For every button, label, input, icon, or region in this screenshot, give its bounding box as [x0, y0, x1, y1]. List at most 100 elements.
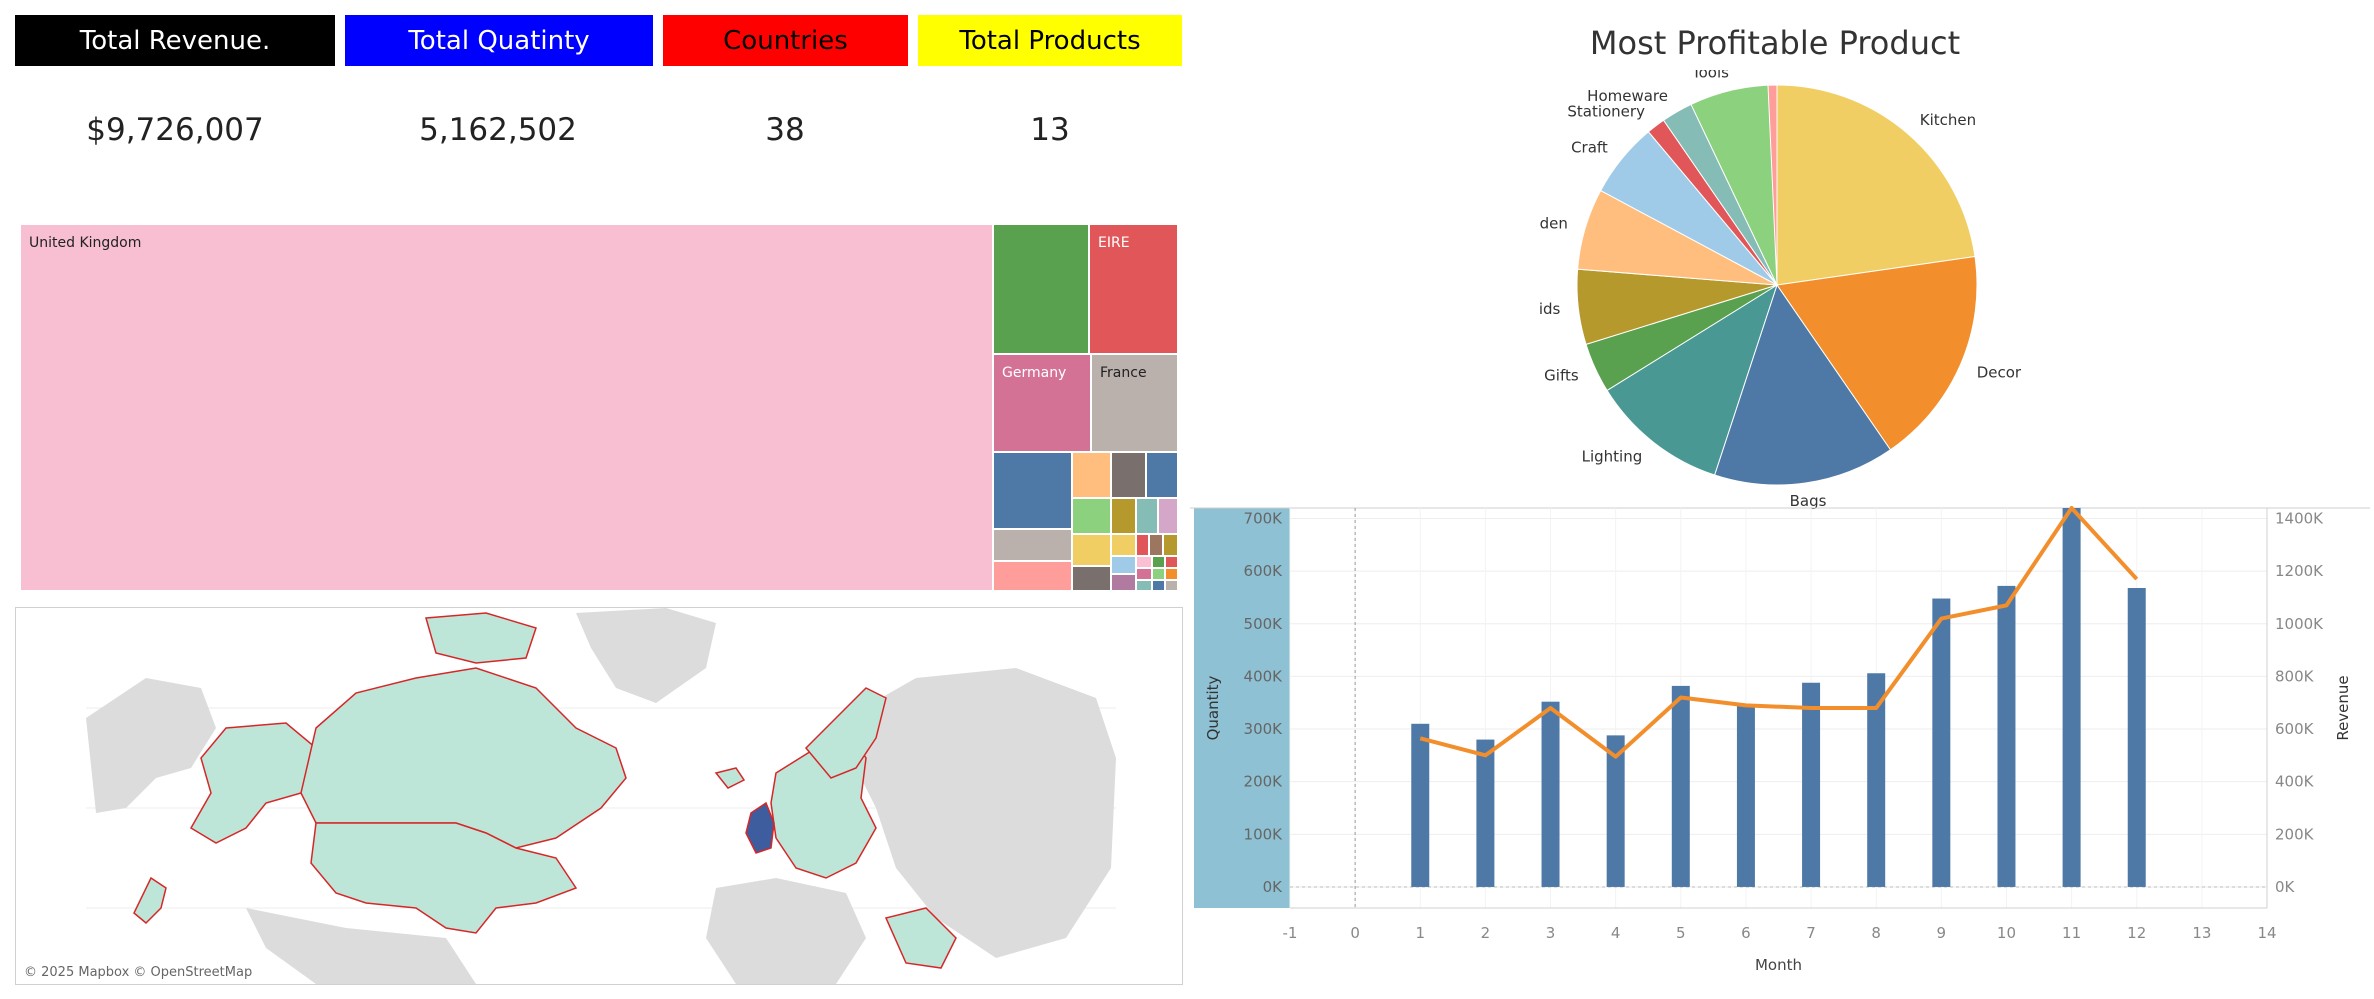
treemap-cell[interactable]: [1136, 568, 1152, 580]
treemap-cell-uk[interactable]: United Kingdom: [20, 224, 993, 591]
y2-tick-label: 0K: [2275, 878, 2296, 896]
pie-slice-lighting[interactable]: [1606, 283, 1778, 476]
x-tick-label: 12: [2127, 924, 2146, 942]
y-tick-label: 500K: [1244, 615, 1284, 633]
pie-slice-bags[interactable]: [1713, 283, 1892, 486]
y-tick-label: 0K: [1263, 878, 1284, 896]
kpi-card-revenue: Total Revenue.: [15, 15, 335, 66]
kpi-label-quantity: Total Quatinty: [408, 25, 590, 56]
pie-slice-kitchen[interactable]: [1776, 84, 1976, 286]
bar-month-10[interactable]: [1997, 585, 2016, 887]
x-tick-label: 6: [1741, 924, 1751, 942]
treemap-cell[interactable]: [993, 224, 1089, 354]
pie-label: Homeware: [1587, 87, 1668, 105]
map-country-canada-islands[interactable]: [425, 612, 537, 664]
monthly-combo-chart: 0K 100K 200K 300K 400K 500K 600K 700K 0K 200K 400K…: [1190, 506, 2370, 974]
bar-month-2[interactable]: [1476, 739, 1495, 887]
treemap-cell-france[interactable]: France: [1091, 354, 1178, 452]
bar-month-8[interactable]: [1867, 673, 1886, 887]
treemap-cell[interactable]: [1149, 534, 1163, 556]
pie-label: Tools: [1691, 70, 1729, 81]
treemap-cell[interactable]: [1111, 574, 1136, 591]
treemap-cell[interactable]: [1111, 556, 1136, 574]
treemap-cell[interactable]: [1072, 498, 1111, 534]
bar-month-1[interactable]: [1411, 723, 1430, 887]
sales-map[interactable]: © 2025 Mapbox © OpenStreetMap: [15, 607, 1183, 985]
map-country-scandinavia[interactable]: [804, 687, 887, 779]
treemap-label-germany: Germany: [1002, 365, 1067, 381]
x-tick-label: 13: [2192, 924, 2211, 942]
x-tick-label: 8: [1871, 924, 1881, 942]
x-tick-label: 10: [1997, 924, 2016, 942]
revenue-line[interactable]: [1419, 506, 2139, 759]
treemap-cell[interactable]: [1136, 534, 1149, 556]
treemap-cell-germany[interactable]: Germany: [993, 354, 1091, 452]
treemap-cell[interactable]: [1136, 556, 1152, 568]
map-land-west: [86, 678, 216, 813]
treemap-cell[interactable]: [1165, 580, 1178, 591]
treemap-cell[interactable]: [1158, 498, 1178, 534]
treemap-cell[interactable]: [993, 561, 1072, 591]
treemap-cell[interactable]: [1165, 556, 1178, 568]
map-country-arabia[interactable]: [884, 907, 957, 969]
pie-label: Garden: [1540, 215, 1568, 233]
treemap-cell[interactable]: [1152, 568, 1165, 580]
treemap-cell[interactable]: [1152, 556, 1165, 568]
map-country-japan[interactable]: [133, 876, 167, 925]
y-axis-title: Quantity: [1204, 675, 1222, 740]
treemap-label-france: France: [1100, 365, 1147, 381]
kpi-card-quantity: Total Quatinty: [345, 15, 653, 66]
kpi-value-products: 13: [1030, 112, 1070, 148]
pie-chart-title: Most Profitable Product: [1589, 24, 1961, 62]
x-tick-label: 11: [2062, 924, 2081, 942]
bar-month-11[interactable]: [2062, 508, 2081, 887]
bar-month-6[interactable]: [1736, 705, 1755, 887]
kpi-label-countries: Countries: [723, 25, 848, 56]
map-country-uk[interactable]: [745, 801, 775, 854]
bar-month-7[interactable]: [1802, 682, 1821, 887]
y-tick-label: 300K: [1244, 720, 1284, 738]
x-tick-label: 9: [1937, 924, 1947, 942]
treemap-cell[interactable]: [1146, 452, 1178, 498]
x-tick-label: 2: [1481, 924, 1491, 942]
pie-label: Gifts: [1544, 367, 1579, 385]
y2-tick-label: 1000K: [2275, 615, 2324, 633]
treemap-cell[interactable]: [1136, 580, 1152, 591]
bar-month-3[interactable]: [1541, 701, 1560, 887]
product-pie-chart: Kitchen Decor Bags Lighting Gifts Kids Garden C…: [1540, 70, 2022, 510]
map-country-iceland[interactable]: [714, 767, 746, 789]
treemap-cell[interactable]: [1072, 566, 1111, 591]
map-land-asia: [846, 668, 1116, 958]
treemap-cell[interactable]: [1111, 534, 1136, 556]
map-land-africa: [706, 878, 866, 984]
treemap-cell[interactable]: [1072, 534, 1111, 566]
pie-label: Craft: [1571, 139, 1608, 157]
pie-label: Lighting: [1582, 447, 1643, 465]
bar-month-12[interactable]: [2127, 588, 2146, 887]
x-axis-title: Month: [1755, 956, 1802, 974]
treemap-cell[interactable]: [1111, 498, 1136, 534]
pie-label: Kids: [1540, 300, 1561, 318]
y-tick-label: 600K: [1244, 562, 1284, 580]
y2-tick-label: 600K: [2275, 720, 2315, 738]
treemap-cell[interactable]: [1072, 452, 1111, 498]
pie-label: Bags: [1790, 492, 1827, 510]
pie-slice-decor[interactable]: [1776, 255, 1978, 451]
bar-month-5[interactable]: [1671, 685, 1690, 887]
map-country-alaska[interactable]: [189, 722, 317, 844]
map-country-usa[interactable]: [310, 822, 578, 934]
treemap-cell[interactable]: [1165, 568, 1178, 580]
x-tick-label: 3: [1546, 924, 1556, 942]
kpi-card-countries: Countries: [663, 15, 908, 66]
treemap-cell[interactable]: [1152, 580, 1165, 591]
treemap-cell[interactable]: [1136, 498, 1158, 534]
treemap-cell[interactable]: [1111, 452, 1146, 498]
pie-label: Kitchen: [1920, 111, 1976, 129]
treemap-cell[interactable]: [993, 529, 1072, 561]
treemap-cell-eire[interactable]: EIRE: [1089, 224, 1178, 354]
bar-month-4[interactable]: [1606, 735, 1625, 887]
bar-month-9[interactable]: [1932, 598, 1951, 887]
pie-slice-other[interactable]: [1767, 84, 1778, 286]
treemap-cell[interactable]: [1163, 534, 1178, 556]
treemap-cell[interactable]: [993, 452, 1072, 529]
